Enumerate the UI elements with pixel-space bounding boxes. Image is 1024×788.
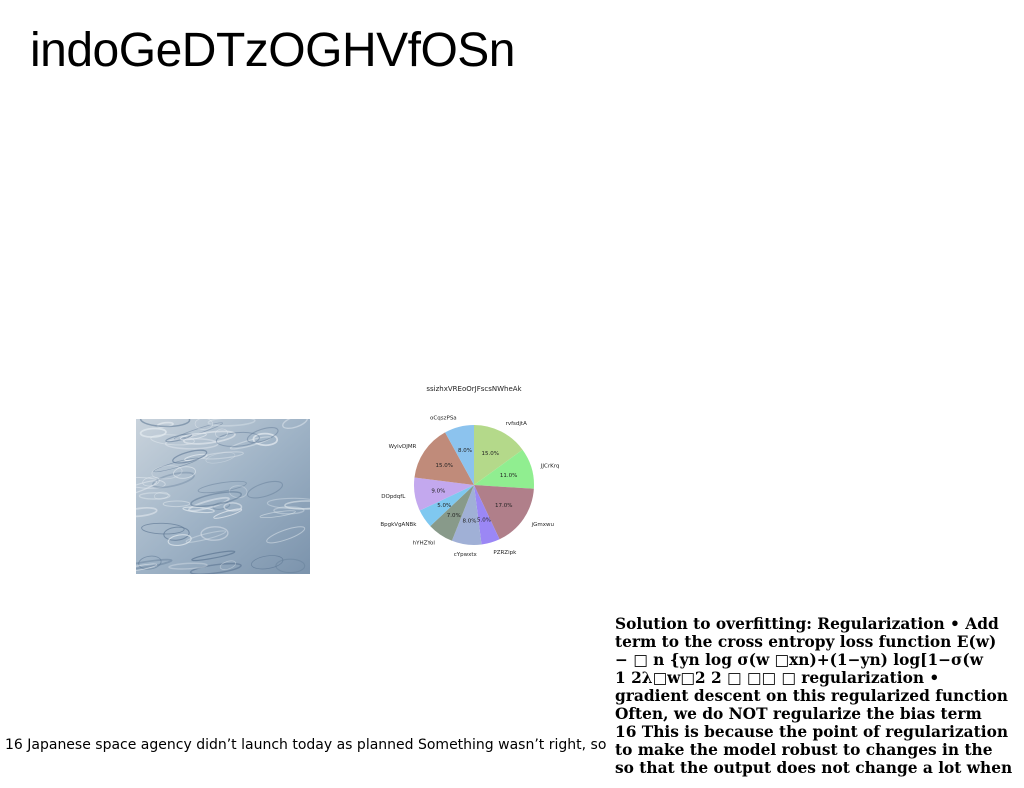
pie-category-label: DOpdqfL bbox=[381, 494, 406, 500]
pie-pct-label: 5.0% bbox=[477, 518, 491, 524]
text-line: gradient descent on this regularized fun… bbox=[615, 687, 1008, 705]
pie-chart: ssizhxVREoOrJFscsNWheAk 15.0% rvfsdjtA 11.… bbox=[380, 380, 570, 580]
pie-category-label: cYpwxtx bbox=[454, 552, 478, 558]
pie-slice-rvfsdjtA bbox=[474, 425, 523, 485]
pie-category-label: rvfsdjtA bbox=[506, 421, 527, 427]
text-line: 16 This is because the point of regulari… bbox=[615, 723, 1009, 741]
pie-pct-label: 8.0% bbox=[463, 519, 477, 525]
pie-category-label: oCqszPSa bbox=[430, 416, 457, 422]
pie-pct-label: 7.0% bbox=[447, 513, 461, 519]
pie-category-label: PZRZipk bbox=[493, 550, 517, 556]
text-line: 1 2λ□w□2 2 □ □□ □ regularization • bbox=[615, 669, 940, 687]
pie-slice-cYpwxtx bbox=[451, 485, 482, 546]
pie-slice-DOpdqfL bbox=[413, 477, 474, 511]
pie-slice-BpgkVgANBk bbox=[419, 485, 474, 527]
text-line: so that the output does not change a lot… bbox=[615, 759, 1013, 777]
pie-pct-label: 8.0% bbox=[458, 448, 472, 454]
pie-slice-WylvDJMR bbox=[414, 432, 474, 485]
text-line: Solution to overfitting: Regularization … bbox=[615, 615, 999, 633]
text-line: term to the cross entropy loss function … bbox=[615, 633, 997, 651]
slide-text-block: Solution to overfitting: Regularization … bbox=[615, 615, 1024, 777]
pie-category-label: JJCrKrq bbox=[540, 464, 560, 470]
text-line: to make the model robust to changes in t… bbox=[615, 741, 993, 759]
pie-slice-hYHZYol bbox=[430, 485, 474, 541]
pie-category-label: hYHZYol bbox=[413, 541, 436, 547]
pie-pct-label: 5.0% bbox=[437, 503, 451, 509]
water-photo bbox=[136, 419, 310, 574]
pie-slice-jGmxwu bbox=[474, 485, 534, 540]
text-line: Often, we do NOT regularize the bias ter… bbox=[615, 705, 982, 723]
pie-pct-label: 15.0% bbox=[435, 463, 452, 469]
pie-pct-label: 15.0% bbox=[482, 451, 499, 457]
pie-category-label: jGmxwu bbox=[531, 522, 554, 528]
pie-pct-label: 17.0% bbox=[495, 503, 512, 509]
pie-slice-JJCrKrq bbox=[474, 449, 534, 489]
pie-pct-label: 11.0% bbox=[500, 473, 517, 479]
pie-category-label: WylvDJMR bbox=[389, 444, 417, 450]
slide-title: indoGeDTzOGHVfOSn bbox=[30, 24, 516, 77]
pie-category-label: BpgkVgANBk bbox=[380, 522, 417, 528]
chart-title: ssizhxVREoOrJFscsNWheAk bbox=[426, 385, 522, 393]
pie-pct-label: 9.0% bbox=[431, 489, 445, 495]
pie-slice-PZRZipk bbox=[474, 485, 500, 545]
text-line: − □ n {yn log σ(w □xn)+(1−yn) log[1−σ(w bbox=[615, 651, 983, 669]
pie-slice-oCqszPSa bbox=[445, 425, 474, 485]
footer-caption: 16 Japanese space agency didn’t launch t… bbox=[5, 737, 607, 753]
